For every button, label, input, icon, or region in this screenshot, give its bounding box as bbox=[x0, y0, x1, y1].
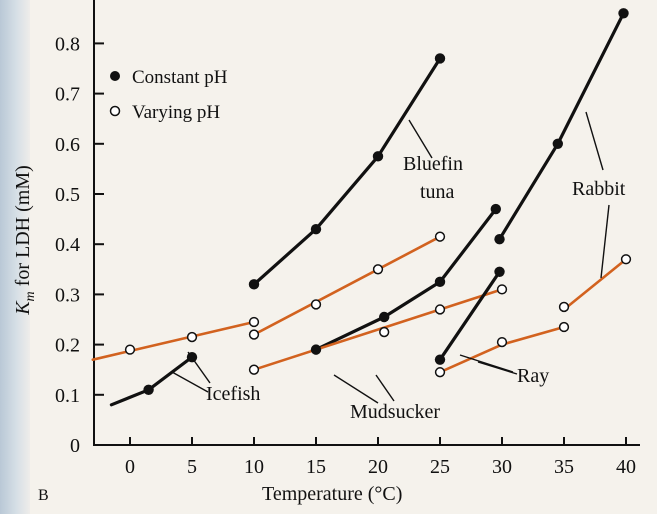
x-ticks: 0 5 10 15 20 25 30 35 40 bbox=[125, 437, 636, 478]
y-tick-label: 0.4 bbox=[55, 234, 80, 256]
mudsucker-constant-point bbox=[490, 203, 501, 215]
annotation-ray: Ray bbox=[517, 365, 549, 387]
icefish-constant-point bbox=[143, 384, 154, 395]
rabbit-constant-point bbox=[494, 233, 505, 245]
mudsucker-constant-point bbox=[434, 276, 446, 288]
legend-label-varying: Varying pH bbox=[132, 102, 220, 123]
callout-line-mudsucker bbox=[375, 374, 395, 402]
y-tick-label: 0.6 bbox=[55, 134, 80, 156]
page-edge-shading bbox=[0, 0, 30, 514]
panel-label: B bbox=[38, 487, 49, 504]
bluefin-tuna-constant-line bbox=[252, 56, 442, 286]
callout-line-rabbit bbox=[600, 204, 610, 279]
ray-varying-point bbox=[496, 336, 508, 348]
y-tick-label: 0.2 bbox=[55, 335, 80, 357]
annotations: Icefish Bluefin tuna Mudsucker Ray Rabbi… bbox=[206, 153, 626, 423]
x-axis-label: Temperature (°C) bbox=[262, 483, 402, 505]
icefish-varying-line bbox=[91, 320, 256, 362]
x-tick-label: 0 bbox=[125, 456, 135, 478]
mudsucker-varying-point bbox=[379, 326, 390, 338]
ray-varying-point bbox=[434, 367, 446, 378]
mudsucker-varying-point bbox=[248, 364, 260, 375]
callout-line-rabbit bbox=[585, 111, 604, 171]
bluefin-tuna-varying-point bbox=[310, 299, 322, 310]
annotation-bluefin: Bluefin bbox=[403, 153, 463, 175]
y-axis-label-k: K bbox=[12, 300, 34, 316]
y-tick-label: 0.5 bbox=[55, 184, 80, 206]
mudsucker-varying-line bbox=[252, 288, 504, 372]
ray-constant-line bbox=[438, 270, 502, 362]
y-tick-label: 0 bbox=[70, 435, 80, 457]
icefish-varying-point bbox=[186, 331, 198, 343]
mudsucker-varying-point bbox=[496, 284, 508, 295]
series-group bbox=[91, 8, 632, 407]
rabbit-varying-point bbox=[558, 301, 570, 313]
x-tick-label: 10 bbox=[244, 456, 264, 478]
x-tick-label: 35 bbox=[554, 456, 574, 478]
y-ticks: 0 0.1 0.2 0.3 0.4 0.5 0.6 0.7 0.8 bbox=[55, 33, 104, 457]
axes bbox=[93, 0, 640, 446]
mudsucker-constant-point bbox=[310, 344, 322, 355]
bluefin-tuna-varying-line bbox=[252, 235, 442, 336]
bluefin-tuna-constant-point bbox=[248, 279, 260, 290]
icefish-varying-point bbox=[124, 344, 136, 355]
ray-varying-point bbox=[558, 321, 570, 333]
rabbit-varying-point bbox=[620, 254, 632, 265]
callout-lines bbox=[171, 111, 610, 404]
mudsucker-constant-line bbox=[314, 207, 498, 352]
annotation-tuna: tuna bbox=[420, 181, 455, 203]
rabbit-constant-point bbox=[552, 138, 563, 149]
y-tick-label: 0.7 bbox=[55, 84, 80, 106]
bluefin-tuna-constant-point bbox=[434, 53, 446, 64]
callout-line-icefish bbox=[171, 371, 209, 393]
ray-constant-point bbox=[434, 354, 446, 365]
rabbit-constant-line bbox=[497, 11, 626, 241]
bluefin-tuna-varying-point bbox=[434, 231, 446, 242]
x-tick-label: 25 bbox=[430, 456, 450, 478]
legend-marker-varying bbox=[109, 105, 121, 117]
callout-line-icefish bbox=[187, 351, 211, 384]
icefish-varying-point bbox=[248, 316, 260, 328]
y-axis-label-subscript: m bbox=[23, 291, 38, 301]
annotation-mudsucker: Mudsucker bbox=[350, 401, 440, 423]
y-tick-label: 0.8 bbox=[55, 33, 80, 55]
rabbit-constant-point bbox=[618, 8, 629, 19]
x-tick-label: 40 bbox=[616, 456, 636, 478]
rabbit-varying-line bbox=[562, 257, 628, 311]
ray-constant-point bbox=[494, 266, 505, 278]
icefish-constant-line bbox=[109, 355, 194, 407]
y-axis-label: Km for LDH (mM) bbox=[12, 165, 38, 316]
x-tick-label: 30 bbox=[492, 456, 512, 478]
bluefin-tuna-constant-point bbox=[310, 223, 322, 235]
x-tick-label: 20 bbox=[368, 456, 388, 478]
y-axis-label-rest: for LDH (mM) bbox=[12, 165, 34, 291]
y-tick-label: 0.3 bbox=[55, 284, 80, 306]
callout-line-mudsucker bbox=[333, 374, 379, 404]
bluefin-tuna-varying-point bbox=[248, 329, 260, 340]
annotation-rabbit: Rabbit bbox=[572, 178, 626, 200]
annotation-icefish: Icefish bbox=[206, 383, 260, 405]
legend-label-constant: Constant pH bbox=[132, 67, 228, 88]
x-tick-label: 5 bbox=[187, 456, 197, 478]
y-tick-label: 0.1 bbox=[55, 385, 80, 407]
svg-text:Km for LDH (mM): Km for LDH (mM) bbox=[12, 165, 38, 316]
callout-line-ray bbox=[459, 354, 514, 373]
callout-line-ray bbox=[477, 361, 518, 375]
legend: Constant pH Varying pH bbox=[109, 67, 228, 123]
x-tick-label: 15 bbox=[306, 456, 326, 478]
bluefin-tuna-constant-point bbox=[372, 151, 384, 162]
mudsucker-varying-point bbox=[434, 304, 446, 315]
legend-marker-constant bbox=[110, 71, 120, 81]
bluefin-tuna-varying-point bbox=[372, 264, 384, 275]
callout-line-bluefin bbox=[408, 119, 433, 159]
mudsucker-constant-point bbox=[379, 311, 390, 323]
